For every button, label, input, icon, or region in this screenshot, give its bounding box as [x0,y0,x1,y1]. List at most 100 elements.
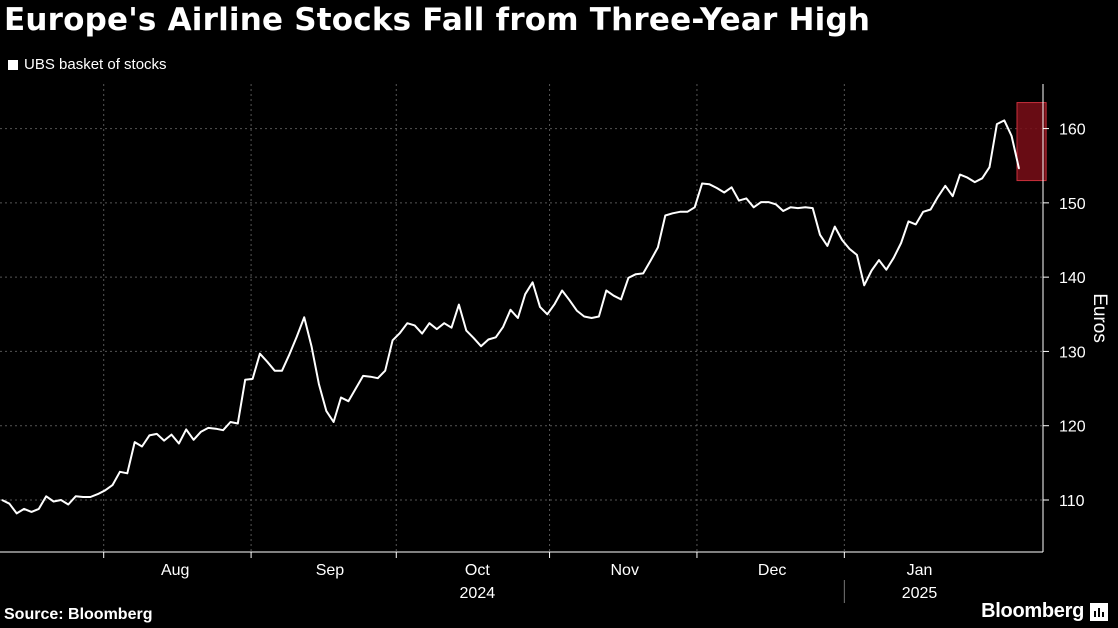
data-point [686,211,689,213]
y-tick-label: 130 [1059,344,1086,361]
data-point [546,313,548,315]
data-point [760,201,762,203]
data-point [170,434,173,436]
data-point [126,472,128,474]
data-point [613,295,615,297]
data-point [679,211,681,213]
data-point [819,234,821,236]
axes: 110 120 130 140 150 160 Aug Sep Oct Nov Dec Jan 2024… [0,84,1110,603]
data-point [974,181,976,183]
data-point [509,309,512,311]
data-point [598,315,600,318]
data-point [259,353,261,355]
x-tick-label: Jan [907,562,933,579]
y-tick-label: 160 [1059,122,1086,139]
data-point [922,211,924,213]
data-point [502,326,504,328]
data-point [981,177,983,179]
data-point [193,439,195,441]
data-point [708,183,711,185]
data-point [200,431,202,433]
data-point [222,429,224,431]
data-point [45,495,47,497]
data-point [672,212,674,214]
data-point [568,299,571,301]
data-point [347,400,349,402]
data-point [480,345,482,347]
x-year-label: 2025 [902,585,938,602]
data-point [244,379,246,381]
data-point [716,187,718,189]
series-layer [1,119,1020,515]
data-point [797,207,799,209]
data-point [539,306,541,308]
data-point [871,269,873,272]
data-point [237,422,239,425]
data-point [723,191,725,194]
data-point [399,332,401,334]
data-point [841,239,843,241]
bar-chart-icon [1090,602,1108,621]
data-point [937,196,939,198]
data-point [30,511,33,513]
data-point [657,246,659,248]
data-point [952,195,954,197]
data-point [959,174,961,176]
data-point [207,427,209,429]
data-point [775,203,777,205]
data-point [532,281,534,283]
data-point [23,508,25,510]
series-line-ubs-basket [1,119,1020,515]
data-point [738,200,740,202]
data-point [163,440,165,442]
data-point [649,260,652,262]
data-point [848,248,851,250]
data-point [266,361,268,363]
data-point [1011,135,1013,137]
data-point [487,338,489,341]
x-tick-label: Oct [465,562,490,579]
data-point [362,375,364,377]
data-point [281,370,283,372]
data-point [826,245,829,247]
data-point [288,353,290,355]
data-point [524,293,526,295]
data-point [8,503,10,505]
data-point [561,289,563,292]
data-point [16,512,18,515]
grid [0,84,1043,552]
data-point [583,315,585,318]
data-point [38,508,40,510]
data-point [340,396,342,399]
data-point [215,428,217,430]
data-point [436,328,438,330]
data-point [333,421,335,423]
source-note: Source: Bloomberg [4,606,153,623]
data-point [310,345,313,347]
data-point [406,322,408,324]
data-point [900,242,902,244]
data-point [296,336,298,338]
data-point [421,333,423,335]
legend-swatch [8,59,18,70]
data-point [988,166,991,168]
data-point [178,442,180,445]
data-point [134,441,136,443]
legend-label: UBS basket of stocks [24,56,167,73]
data-point [1,499,3,501]
highlight-layer [1016,102,1047,182]
data-point [627,277,630,279]
data-point [67,503,69,506]
data-point [450,327,453,329]
data-point [82,496,84,498]
chart-title: Europe's Airline Stocks Fall from Three-… [4,2,871,38]
data-point [60,499,62,501]
data-point [156,433,158,435]
data-point [443,322,445,324]
x-tick-label: Nov [611,562,639,579]
data-point [701,182,703,185]
data-point [915,223,917,225]
data-point [554,303,556,305]
data-point [53,500,55,503]
data-point [930,208,932,211]
